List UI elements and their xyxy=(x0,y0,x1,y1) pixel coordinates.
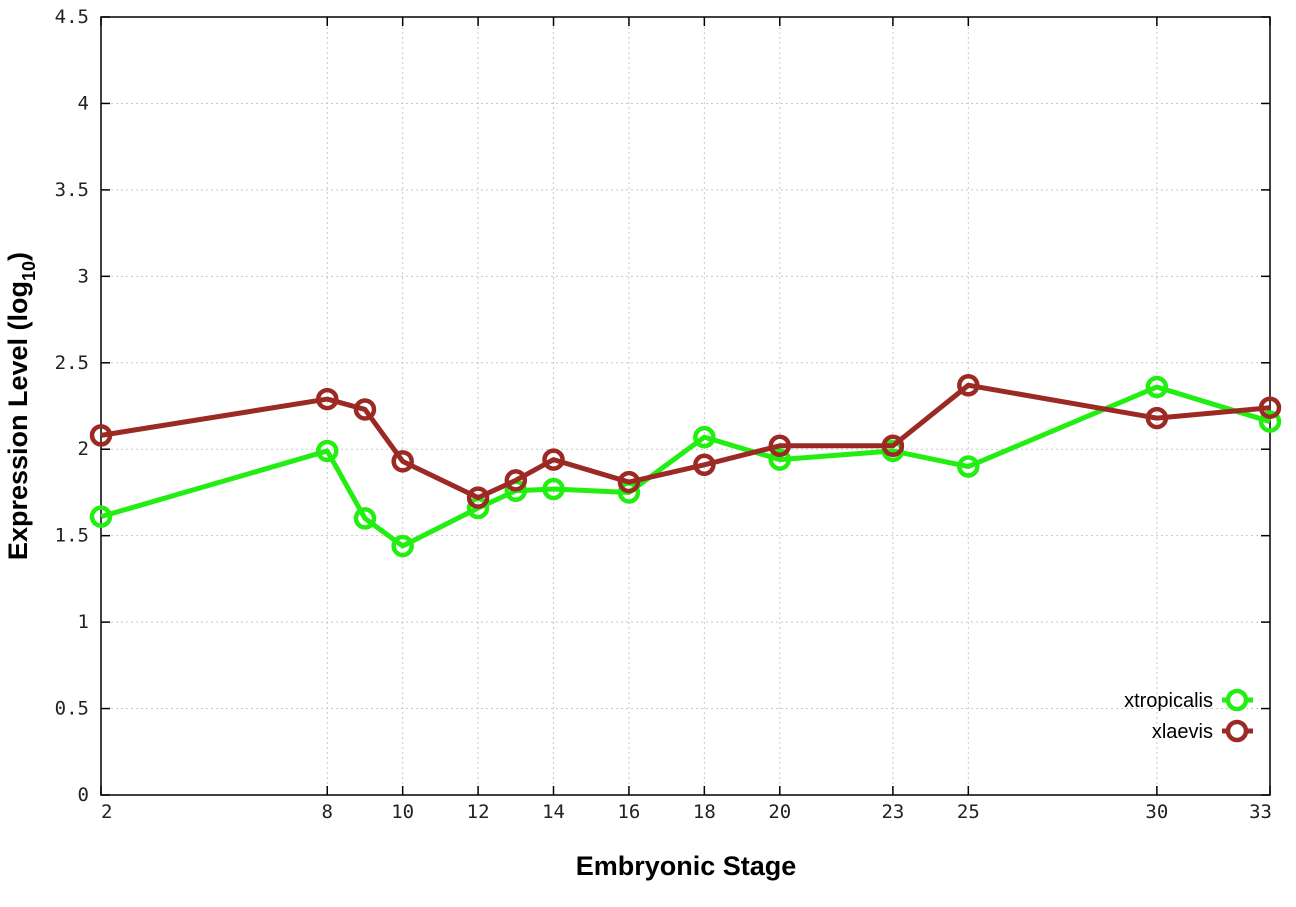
data-point-xtropicalis xyxy=(353,507,377,530)
y-axis-label: Expression Level (log10) xyxy=(3,252,39,560)
x-tick-label: 30 xyxy=(1145,801,1168,823)
x-tick-label: 12 xyxy=(467,801,490,823)
x-axis-ticks: 2 8 10 12 14 16 18 20 23 25 30 33 xyxy=(101,801,1272,823)
data-point-xlaevis xyxy=(504,469,528,492)
x-axis-label: Embryonic Stage xyxy=(576,851,797,881)
data-point-xtropicalis xyxy=(1145,375,1169,399)
x-tick-label: 23 xyxy=(881,801,904,823)
x-tick-label: 2 xyxy=(101,801,112,823)
series-line-xtropicalis xyxy=(100,384,1271,549)
data-point-xtropicalis xyxy=(316,439,339,463)
data-point-xlaevis xyxy=(391,450,414,473)
data-point-xtropicalis xyxy=(89,505,113,528)
legend-label: xtropicalis xyxy=(1124,690,1213,712)
x-tick-label: 33 xyxy=(1249,801,1272,823)
data-point-xtropicalis xyxy=(1258,410,1282,433)
y-tick-label: 3.5 xyxy=(55,179,89,201)
series xyxy=(89,374,1282,558)
y-tick-label: 3 xyxy=(78,265,89,287)
plot-border xyxy=(100,16,1271,796)
y-tick-label: 1.5 xyxy=(55,525,89,547)
data-point-xlaevis xyxy=(316,387,339,411)
series-xtropicalis xyxy=(89,375,1282,558)
y-tick-label: 0 xyxy=(78,784,89,806)
x-tick-label: 14 xyxy=(542,801,565,823)
data-point-xlaevis xyxy=(693,453,716,477)
data-point-xlaevis xyxy=(768,434,792,458)
y-axis-label-close: ) xyxy=(3,252,33,261)
legend-entry-xtropicalis: xtropicalis xyxy=(1124,688,1253,712)
data-point-xlaevis xyxy=(957,374,980,397)
y-tick-label: 4.5 xyxy=(55,6,89,28)
data-point-xtropicalis xyxy=(693,425,716,449)
legend-entry-xlaevis: xlaevis xyxy=(1152,719,1253,743)
plot-frame xyxy=(100,16,1271,796)
data-point-xtropicalis xyxy=(391,534,414,558)
legend: xtropicalis xlaevis xyxy=(1124,688,1253,743)
data-point-xlaevis xyxy=(542,448,565,471)
y-tick-label: 4 xyxy=(78,92,89,114)
data-point-xlaevis xyxy=(617,470,641,494)
legend-label: xlaevis xyxy=(1152,721,1213,743)
y-tick-label: 2.5 xyxy=(55,352,89,374)
y-axis-ticks: 0 0.5 1 1.5 2 2.5 3 3.5 4 4.5 xyxy=(55,6,89,806)
data-point-xtropicalis xyxy=(542,477,565,501)
data-point-xlaevis xyxy=(353,398,377,421)
series-xlaevis xyxy=(89,374,1282,509)
y-tick-label: 1 xyxy=(78,611,89,633)
data-point-xlaevis xyxy=(466,486,490,509)
x-tick-label: 8 xyxy=(322,801,333,823)
data-point-xtropicalis xyxy=(957,455,980,478)
legend-marker xyxy=(1225,688,1249,712)
y-axis-label-subscript: 10 xyxy=(19,261,39,281)
data-point-xlaevis xyxy=(1145,406,1169,430)
x-tick-label: 18 xyxy=(693,801,716,823)
data-point-xlaevis xyxy=(1258,396,1282,419)
y-tick-label: 0.5 xyxy=(55,698,89,720)
x-tick-label: 25 xyxy=(957,801,980,823)
x-tick-label: 10 xyxy=(391,801,414,823)
x-tick-label: 16 xyxy=(617,801,640,823)
legend-marker xyxy=(1225,719,1249,743)
data-point-xlaevis xyxy=(881,434,905,458)
x-tick-label: 20 xyxy=(768,801,791,823)
data-point-xtropicalis xyxy=(768,448,792,471)
y-axis-label-main: Expression Level (log xyxy=(3,281,33,560)
data-point-xlaevis xyxy=(89,424,113,447)
y-tick-label: 2 xyxy=(78,438,89,460)
series-line-xlaevis xyxy=(100,382,1271,501)
